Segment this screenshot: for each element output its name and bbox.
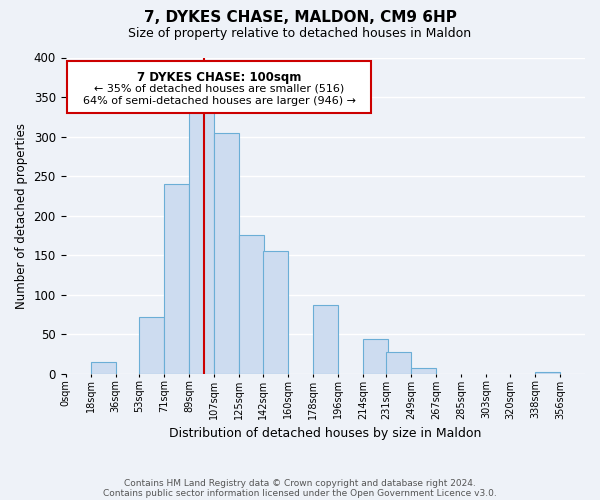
Bar xyxy=(363,339,388,374)
Bar xyxy=(67,62,371,113)
Bar xyxy=(91,362,116,374)
Bar xyxy=(164,184,189,374)
Bar xyxy=(313,305,338,374)
Bar xyxy=(214,132,239,374)
Text: Contains public sector information licensed under the Open Government Licence v3: Contains public sector information licen… xyxy=(103,488,497,498)
Bar xyxy=(386,352,412,374)
Text: 7 DYKES CHASE: 100sqm: 7 DYKES CHASE: 100sqm xyxy=(137,71,301,84)
Bar xyxy=(535,372,560,374)
Text: Contains HM Land Registry data © Crown copyright and database right 2024.: Contains HM Land Registry data © Crown c… xyxy=(124,478,476,488)
Text: Size of property relative to detached houses in Maldon: Size of property relative to detached ho… xyxy=(128,28,472,40)
Bar xyxy=(263,251,288,374)
X-axis label: Distribution of detached houses by size in Maldon: Distribution of detached houses by size … xyxy=(169,427,481,440)
Text: 64% of semi-detached houses are larger (946) →: 64% of semi-detached houses are larger (… xyxy=(83,96,356,106)
Text: 7, DYKES CHASE, MALDON, CM9 6HP: 7, DYKES CHASE, MALDON, CM9 6HP xyxy=(143,10,457,25)
Bar xyxy=(139,317,164,374)
Y-axis label: Number of detached properties: Number of detached properties xyxy=(15,122,28,308)
Bar xyxy=(412,368,436,374)
Bar xyxy=(239,236,264,374)
Text: ← 35% of detached houses are smaller (516): ← 35% of detached houses are smaller (51… xyxy=(94,84,344,94)
Bar xyxy=(189,109,214,374)
